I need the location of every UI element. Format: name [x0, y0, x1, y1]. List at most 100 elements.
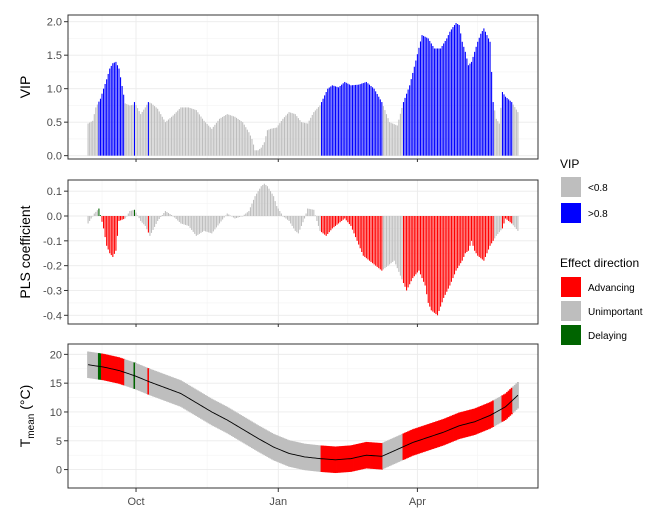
- pls-bar: [313, 209, 315, 216]
- pls-bar: [310, 209, 312, 216]
- pls-bar: [404, 216, 406, 287]
- vip-legend-key-high: [561, 203, 581, 223]
- effect-legend-key-delaying: [561, 325, 581, 345]
- vip-bar: [461, 41, 463, 156]
- vip-bar: [158, 111, 160, 156]
- vip-bar: [288, 112, 290, 156]
- vip-bar: [373, 88, 375, 156]
- pls-bar: [135, 212, 137, 216]
- pls-bar: [429, 216, 431, 307]
- pls-bar: [107, 216, 109, 250]
- vip-bar: [147, 102, 149, 156]
- pls-bar: [112, 216, 114, 257]
- vip-bar: [146, 104, 148, 156]
- effect-legend-key-advancing: [561, 277, 581, 297]
- pls-bar: [350, 216, 352, 226]
- pls-bar: [248, 211, 250, 216]
- vip-bar: [191, 108, 193, 156]
- vip-bar: [415, 60, 417, 156]
- pls-bar: [443, 216, 445, 298]
- pls-y-tick-label: -0.2: [43, 261, 62, 273]
- vip-bar: [328, 87, 330, 156]
- pls-bar: [361, 216, 363, 252]
- vip-bar: [160, 114, 162, 156]
- vip-bar: [398, 119, 400, 156]
- vip-bar: [481, 31, 483, 156]
- vip-bar: [101, 93, 103, 156]
- vip-bar: [149, 102, 151, 156]
- vip-bar: [416, 54, 418, 156]
- pls-bar: [232, 216, 234, 218]
- vip-bar: [271, 128, 273, 156]
- vip-bar: [472, 56, 474, 156]
- vip-bar: [407, 89, 409, 156]
- vip-bar: [296, 116, 298, 156]
- pls-bar: [186, 216, 188, 226]
- vip-bar: [361, 83, 363, 156]
- pls-bar: [297, 216, 299, 234]
- vip-bar: [245, 127, 247, 156]
- pls-bar: [90, 216, 92, 219]
- pls-bar: [375, 216, 377, 266]
- vip-bar: [396, 125, 398, 156]
- pls-bar: [362, 216, 364, 256]
- pls-bar: [197, 216, 199, 235]
- pls-bar: [208, 216, 210, 233]
- pls-bar: [305, 213, 307, 216]
- vip-bar: [467, 65, 469, 156]
- vip-bar: [263, 142, 265, 156]
- pls-bar: [109, 216, 111, 254]
- pls-bar: [154, 216, 156, 227]
- vip-bar: [441, 45, 443, 156]
- pls-bar: [314, 215, 316, 216]
- vip-bar: [364, 82, 366, 156]
- pls-bar: [235, 216, 238, 218]
- vip-bar: [293, 113, 295, 156]
- vip-bar: [512, 104, 514, 156]
- pls-bar: [166, 212, 168, 216]
- pls-bar: [356, 216, 358, 241]
- pls-bar: [283, 216, 285, 218]
- vip-bar: [121, 85, 123, 156]
- temperature-axis-title-subscript: mean: [26, 414, 37, 439]
- pls-bar: [412, 216, 414, 279]
- vip-bar: [248, 132, 250, 156]
- temperature-y-tick-label: 15: [50, 378, 62, 390]
- vip-bar: [260, 147, 262, 156]
- vip-bar: [89, 122, 91, 156]
- pls-bar: [240, 216, 242, 217]
- pls-bar: [211, 216, 213, 234]
- vip-bar: [378, 96, 380, 156]
- pls-bar: [463, 216, 465, 257]
- vip-bar: [290, 112, 292, 156]
- vip-bar: [460, 33, 462, 156]
- vip-bar: [152, 104, 154, 156]
- temperature-y-axis: 0 5 10 15 20: [50, 349, 68, 477]
- pls-bar: [355, 216, 357, 238]
- vip-bar: [256, 150, 258, 156]
- vip-bar: [393, 124, 395, 156]
- vip-bar: [350, 85, 352, 156]
- pls-bar: [413, 216, 415, 277]
- pls-bar: [436, 216, 439, 316]
- vip-bar: [509, 100, 511, 156]
- pls-bar: [367, 216, 369, 260]
- vip-bar: [135, 105, 137, 156]
- pls-bar: [333, 216, 335, 228]
- vip-bar: [133, 102, 136, 156]
- pls-bar: [372, 216, 374, 264]
- vip-bar: [477, 41, 479, 156]
- pls-bar: [252, 199, 255, 216]
- pls-bar: [512, 216, 514, 226]
- vip-bar: [297, 118, 299, 156]
- pls-bar: [110, 216, 112, 256]
- vip-bar: [215, 122, 217, 156]
- pls-bar: [399, 216, 401, 276]
- pls-bar: [171, 215, 173, 216]
- pls-bar: [477, 216, 479, 256]
- vip-bar: [469, 63, 471, 156]
- pls-y-tick-label: -0.1: [43, 236, 62, 248]
- pls-bar: [385, 216, 388, 267]
- vip-bar: [177, 110, 179, 156]
- vip-bar: [404, 97, 406, 156]
